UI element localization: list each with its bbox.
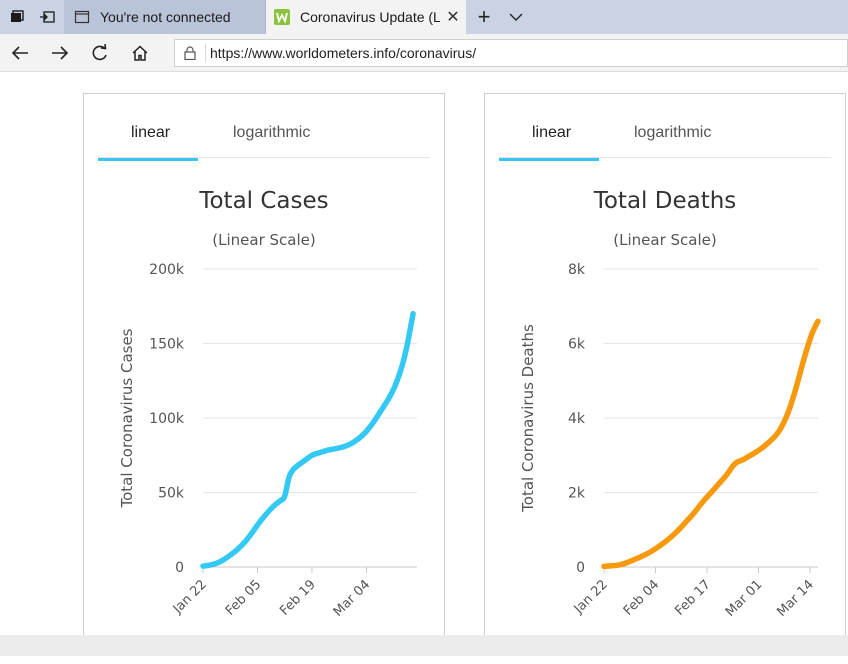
tab-logarithmic[interactable]: logarithmic [233,124,310,142]
refresh-icon[interactable] [84,38,116,68]
y-axis-label: Total Coronavirus Cases [118,328,136,508]
y-tick-label: 100k [149,411,185,427]
page-icon [74,9,90,25]
worldometers-favicon-icon [274,9,290,25]
tab-coronavirus-update[interactable]: Coronavirus Update (Liv ✕ [266,0,466,34]
bottom-bar [0,635,848,656]
total-deaths-chart: Total Deaths (Linear Scale) 0 2k 4k 6k 8k Total… [485,164,845,664]
tab-not-connected[interactable]: You're not connected [64,0,266,34]
lock-icon[interactable] [175,46,205,60]
x-tick-label: Jan 22 [170,577,210,617]
y-tick-label: 50k [158,486,185,502]
y-tick-label: 0 [576,560,585,576]
page-content: linear logarithmic Total Cases (Linear Sc… [0,73,848,635]
new-tab-button[interactable]: + [470,0,498,34]
close-tab-icon[interactable]: ✕ [440,7,466,27]
x-tick-label: Feb 19 [277,577,319,619]
x-tick-label: Mar 04 [331,577,374,620]
active-tab-indicator [98,158,198,161]
chart-title: Total Deaths [593,188,737,214]
y-axis-label: Total Coronavirus Deaths [519,324,537,513]
chart-title: Total Cases [198,188,328,214]
total-cases-card: linear logarithmic Total Cases (Linear Sc… [83,93,445,653]
x-tick-label: Jan 22 [571,577,611,617]
x-tick-label: Mar 14 [774,577,817,620]
url-text[interactable]: https://www.worldometers.info/coronaviru… [205,44,476,62]
active-tab-indicator [499,158,599,161]
tab-logarithmic[interactable]: logarithmic [634,124,711,142]
browser-tab-strip: You're not connected Coronavirus Update … [0,0,848,34]
tab-linear[interactable]: linear [532,124,571,142]
set-aside-tabs-icon[interactable] [2,0,32,34]
chart-subtitle: (Linear Scale) [613,231,716,249]
x-tick-label: Feb 05 [223,577,265,619]
tab-title: Coronavirus Update (Liv [300,9,440,25]
tab-title: You're not connected [100,9,265,25]
y-tick-label: 200k [149,262,185,278]
y-tick-label: 4k [568,411,586,427]
browser-toolbar: https://www.worldometers.info/coronaviru… [0,34,848,72]
tab-list-chevron-icon[interactable] [502,0,530,34]
total-cases-chart: Total Cases (Linear Scale) 0 50k 100k 150k 200… [84,164,444,664]
total-deaths-card: linear logarithmic Total Deaths (Linear S… [484,93,846,653]
tab-linear[interactable]: linear [131,124,170,142]
back-arrow-icon[interactable] [4,38,36,68]
y-tick-label: 2k [568,486,586,502]
series-line [604,321,818,566]
y-tick-label: 8k [568,262,586,278]
y-tick-label: 6k [568,337,586,353]
y-tick-label: 150k [149,337,185,353]
home-icon[interactable] [124,38,156,68]
x-tick-label: Mar 01 [723,577,766,620]
x-tick-label: Feb 04 [621,577,663,619]
series-line [203,314,413,566]
chart-subtitle: (Linear Scale) [212,231,315,249]
y-tick-label: 0 [175,560,184,576]
forward-arrow-icon[interactable] [44,38,76,68]
x-tick-label: Feb 17 [672,577,714,619]
tabs-aside-icon[interactable] [32,0,62,34]
address-bar[interactable]: https://www.worldometers.info/coronaviru… [174,39,848,67]
